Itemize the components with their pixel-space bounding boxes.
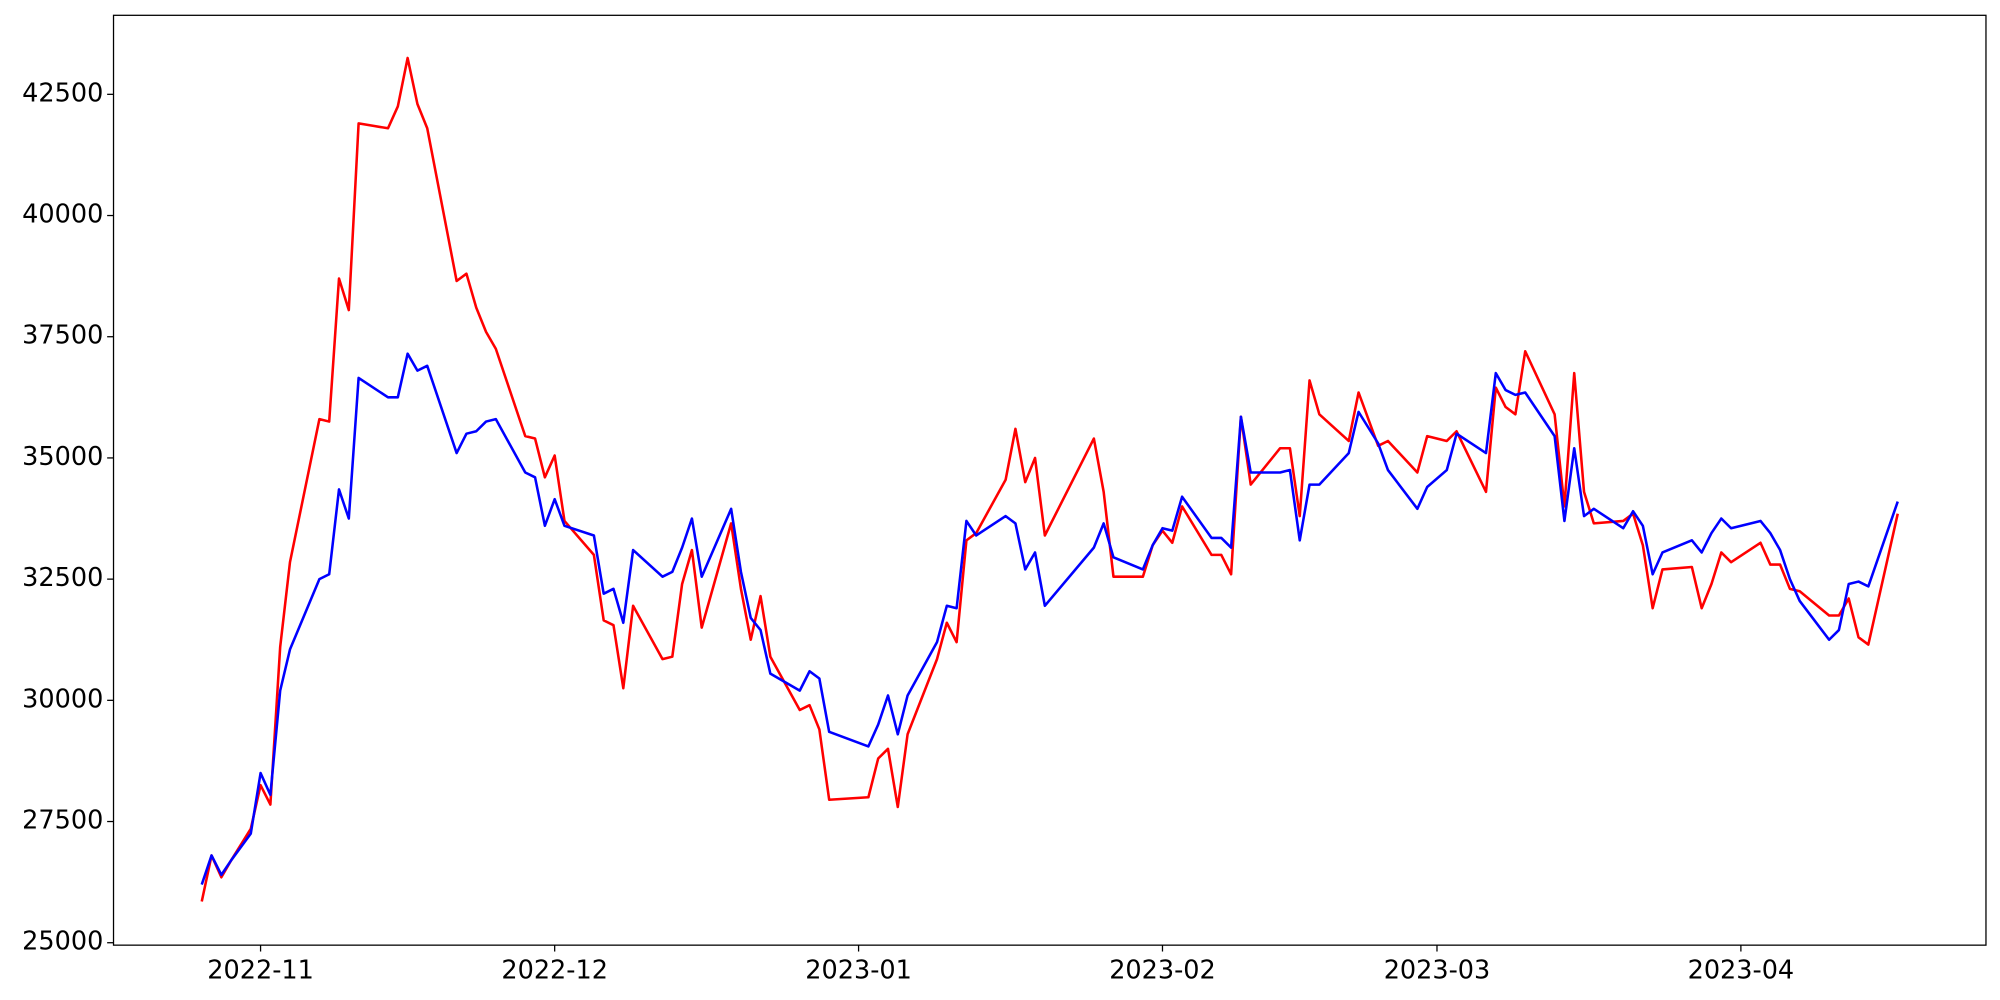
x-tick-label: 2023-01 bbox=[805, 955, 912, 985]
plot-frame bbox=[112, 14, 1987, 946]
line-series bbox=[200, 56, 1899, 902]
y-tick-label: 35000 bbox=[22, 442, 103, 472]
y-tick-label: 32500 bbox=[22, 563, 103, 593]
y-tick-label: 27500 bbox=[22, 806, 103, 836]
x-tick-label: 2023-04 bbox=[1688, 955, 1795, 985]
y-tick-label: 25000 bbox=[22, 927, 103, 957]
x-tick-label: 2023-03 bbox=[1384, 955, 1491, 985]
x-tick-label: 2022-12 bbox=[501, 955, 608, 985]
line-series bbox=[200, 352, 1899, 885]
y-tick-label: 30000 bbox=[22, 684, 103, 714]
y-tick-label: 40000 bbox=[22, 200, 103, 230]
y-tick-label: 37500 bbox=[22, 321, 103, 351]
y-tick-label: 42500 bbox=[22, 78, 103, 108]
x-tick-label: 2023-02 bbox=[1109, 955, 1216, 985]
x-tick-label: 2022-11 bbox=[207, 955, 314, 985]
